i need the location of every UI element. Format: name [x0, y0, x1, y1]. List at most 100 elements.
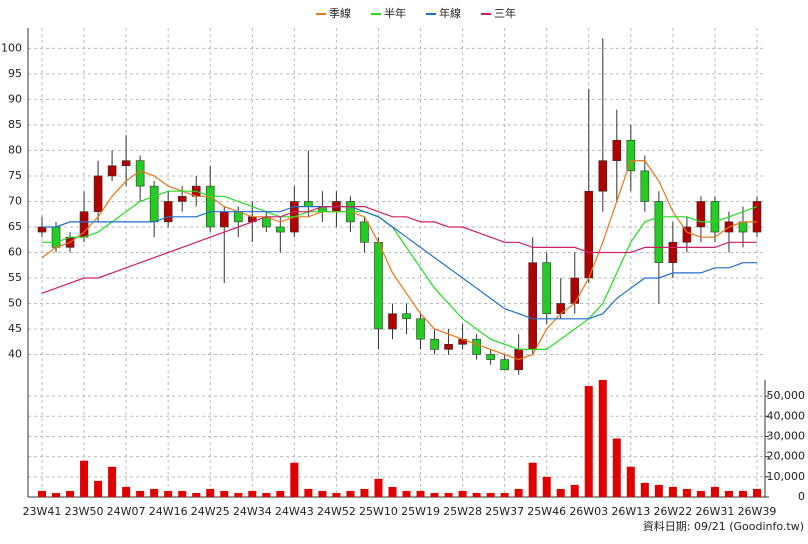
volume-bar: [164, 490, 173, 497]
volume-bar: [192, 492, 201, 497]
volume-bar: [374, 478, 383, 497]
candle-body: [528, 262, 537, 350]
volume-bar: [500, 492, 509, 497]
candle-body: [486, 354, 495, 360]
volume-bar: [556, 488, 565, 497]
volume-bar: [738, 490, 747, 497]
volume-bar: [290, 462, 299, 497]
volume-bar: [52, 492, 61, 497]
volume-bar: [570, 484, 579, 497]
volume-bar: [136, 490, 145, 497]
volume-bar: [234, 492, 243, 497]
ma-line: [42, 206, 757, 320]
candle-body: [360, 221, 369, 243]
ma-line: [41, 160, 757, 361]
y-tick-label: 90: [8, 92, 22, 105]
y-tick-label: 65: [8, 220, 22, 233]
candle-body: [710, 201, 720, 233]
volume-bar: [696, 490, 705, 497]
candle-body: [177, 196, 187, 202]
ma-line: [42, 190, 758, 350]
x-tick-label: 26W39: [738, 505, 777, 518]
candle-body: [696, 201, 706, 228]
volume-bar: [430, 492, 439, 497]
candle-body: [640, 170, 650, 202]
candle-body: [219, 211, 229, 228]
volume-bar: [276, 490, 285, 497]
volume-bar: [318, 490, 327, 497]
volume-bar: [682, 488, 691, 497]
y-tick-label: 60: [8, 245, 22, 258]
ma-line: [41, 206, 757, 294]
volume-bar: [66, 490, 75, 497]
volume-bar: [472, 492, 481, 497]
candle-body: [79, 211, 89, 238]
volume-bar: [724, 490, 733, 497]
volume-bar: [486, 492, 495, 497]
volume-bar: [598, 380, 607, 497]
candle-body: [682, 226, 692, 243]
x-tick-label: 26W22: [653, 505, 692, 518]
volume-bar: [108, 466, 117, 497]
candle-body: [276, 226, 285, 233]
candle-body: [93, 175, 103, 212]
candle-body: [612, 139, 622, 161]
x-tick-label: 23W41: [23, 505, 62, 518]
volume-bar: [346, 490, 355, 497]
y-tick-label: 80: [8, 143, 22, 156]
candle-body: [163, 201, 173, 223]
x-tick-label: 25W46: [527, 505, 566, 518]
volume-bar: [458, 490, 467, 497]
x-tick-label: 24W34: [233, 505, 272, 518]
volume-bar: [626, 466, 635, 497]
volume-bar: [220, 490, 229, 497]
volume-bar: [542, 476, 551, 497]
x-tick-label: 25W28: [443, 505, 482, 518]
legend-label: 季線: [329, 6, 351, 20]
y-tick-label: 100: [1, 41, 22, 54]
y-tick-label: 70: [8, 194, 22, 207]
y-tick-label: 75: [8, 169, 22, 182]
candle-body: [51, 226, 61, 248]
volume-bar: [38, 490, 46, 497]
y-tick-label: 55: [8, 271, 22, 284]
volume-bar: [514, 488, 523, 497]
candle-body: [500, 359, 509, 371]
candle-body: [149, 185, 159, 223]
candle-body: [542, 262, 552, 314]
candle-body: [37, 226, 47, 233]
candle-body: [472, 338, 481, 355]
y2-tick-label: 20,000: [767, 450, 806, 463]
x-tick-label: 23W50: [65, 505, 104, 518]
volume-bar: [584, 386, 593, 497]
volume-bar: [612, 438, 621, 497]
x-tick-label: 26W13: [611, 505, 650, 518]
volume-bar: [150, 488, 159, 497]
volume-bar: [332, 492, 341, 497]
volume-bar: [753, 488, 761, 497]
candle-body: [444, 343, 453, 350]
candle-body: [205, 185, 215, 228]
legend-label: 年線: [439, 6, 461, 20]
volume-bar: [122, 486, 131, 497]
candle-body: [626, 139, 636, 172]
x-tick-label: 26W31: [696, 505, 735, 518]
x-tick-label: 24W43: [275, 505, 314, 518]
x-tick-label: 24W25: [191, 505, 230, 518]
y-tick-label: 85: [8, 118, 22, 131]
y-tick-label: 45: [8, 322, 22, 335]
candle-body: [584, 190, 594, 279]
volume-bar: [360, 488, 369, 497]
volume-bar: [304, 488, 313, 497]
candle-body: [388, 313, 397, 330]
volume-bar: [206, 488, 215, 497]
y2-tick-label: 40,000: [767, 409, 806, 422]
volume-bar: [710, 486, 719, 497]
y2-tick-label: 30,000: [767, 429, 806, 442]
candle-body: [430, 338, 439, 350]
volume-bar: [416, 490, 425, 497]
volume-bar: [178, 490, 187, 497]
legend-label: 半年: [384, 6, 406, 20]
candle-body: [304, 201, 313, 207]
